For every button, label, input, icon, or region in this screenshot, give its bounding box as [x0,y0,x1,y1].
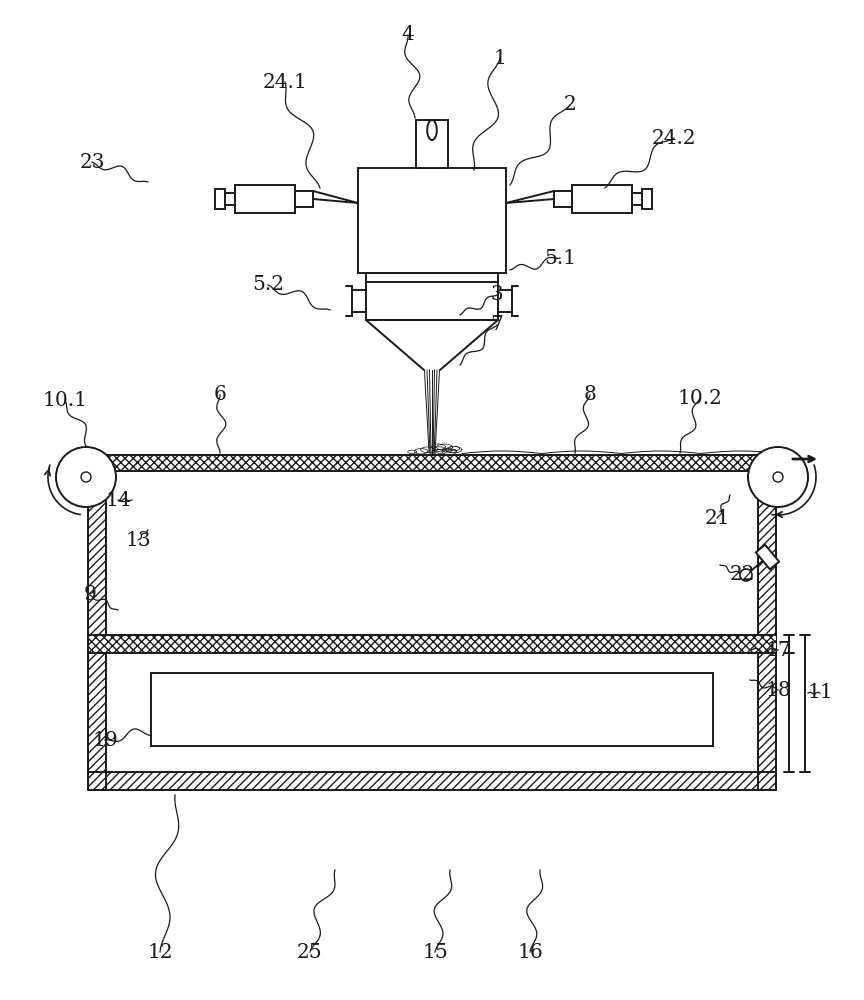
Bar [642,189,652,209]
Text: 5.2: 5.2 [252,275,284,294]
Bar [366,282,498,320]
Text: 17: 17 [766,641,791,660]
Text: 23: 23 [79,152,105,172]
Circle shape [773,472,783,482]
Bar [88,471,106,790]
Text: 3: 3 [491,286,504,304]
Text: 21: 21 [704,508,730,528]
Bar [416,120,448,168]
Bar [106,653,758,772]
Bar [106,471,758,635]
Bar [88,772,776,790]
Bar [358,168,506,273]
Text: 12: 12 [147,942,173,962]
Text: 24.2: 24.2 [651,128,696,147]
Text: 11: 11 [807,684,833,702]
Text: 6: 6 [213,385,226,404]
Text: 13: 13 [125,530,151,550]
Bar [366,273,498,282]
Text: 19: 19 [92,730,118,750]
Text: 14: 14 [105,490,130,510]
Text: 1: 1 [493,48,506,68]
Bar [758,471,776,790]
Bar [295,191,313,207]
Text: 15: 15 [422,942,448,962]
Circle shape [748,447,808,507]
Text: 18: 18 [766,680,791,700]
Text: 10.1: 10.1 [42,390,87,410]
Bar [572,185,632,213]
Text: 24.1: 24.1 [263,73,308,92]
Bar [554,191,572,207]
Text: 8: 8 [583,385,596,404]
Bar [88,455,776,471]
Text: 10.2: 10.2 [677,388,722,408]
Circle shape [740,569,752,581]
Text: 7: 7 [491,316,504,334]
Text: 2: 2 [563,96,576,114]
Polygon shape [756,545,779,569]
Bar [151,673,713,746]
Text: 25: 25 [297,942,323,962]
Circle shape [56,447,116,507]
Bar [235,185,295,213]
Text: 4: 4 [402,25,415,44]
Text: 22: 22 [729,566,755,584]
Bar [215,189,225,209]
Bar [88,635,776,653]
Text: 5.1: 5.1 [544,248,576,267]
Text: 9: 9 [84,585,97,604]
Text: 16: 16 [518,942,543,962]
Circle shape [81,472,91,482]
